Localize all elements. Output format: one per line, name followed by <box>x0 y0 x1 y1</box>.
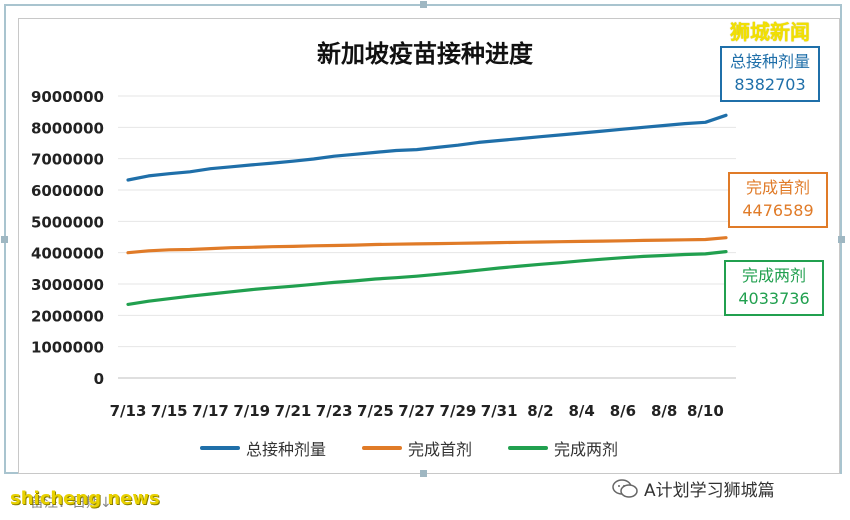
x-tick-label: 7/13 <box>110 402 147 420</box>
x-tick-label: 8/4 <box>568 402 594 420</box>
callout-second-label: 完成两剂 <box>741 266 806 285</box>
callout-second-value: 4033736 <box>738 289 810 308</box>
y-tick-label: 0 <box>94 370 104 388</box>
watermark-top: 狮城新闻 <box>730 20 810 44</box>
resize-handle-right[interactable] <box>838 236 845 243</box>
chart-frame-inner <box>18 18 840 474</box>
y-tick-label: 3000000 <box>31 276 104 294</box>
chart-frame-outer <box>4 4 842 474</box>
x-tick-label: 7/25 <box>357 402 394 420</box>
x-tick-label: 7/31 <box>481 402 518 420</box>
y-tick-label: 4000000 <box>31 245 104 263</box>
x-tick-label: 8/8 <box>651 402 677 420</box>
callout-total-value: 8382703 <box>734 75 806 94</box>
legend-swatch-second <box>508 446 549 450</box>
x-tick-label: 8/6 <box>610 402 636 420</box>
series-line-1 <box>126 236 728 255</box>
y-tick-label: 5000000 <box>31 213 104 231</box>
legend-label-total: 总接种剂量 <box>246 440 327 459</box>
callout-total-label: 总接种剂量 <box>729 52 810 71</box>
series-line-2 <box>126 250 728 306</box>
wechat-icon <box>612 478 638 499</box>
y-tick-label: 9000000 <box>31 88 104 106</box>
callout-first-value: 4476589 <box>742 201 814 220</box>
y-tick-label: 7000000 <box>31 151 104 169</box>
legend-item-first: 完成首剂 <box>362 436 472 460</box>
x-tick-label: 7/27 <box>398 402 435 420</box>
legend-label-second: 完成两剂 <box>554 440 619 459</box>
resize-handle-top[interactable] <box>420 1 427 8</box>
legend-swatch-total <box>200 446 240 450</box>
x-tick-label: 7/23 <box>316 402 353 420</box>
callout-first-dose: 完成首剂 4476589 <box>728 172 828 228</box>
chart-legend: 总接种剂量 完成首剂 完成两剂 <box>200 436 720 460</box>
legend-swatch-first <box>362 446 403 450</box>
x-tick-label: 7/19 <box>233 402 270 420</box>
wechat-account-name: A计划学习狮城篇 <box>644 481 775 501</box>
x-tick-label: 7/21 <box>275 402 312 420</box>
wechat-account: A计划学习狮城篇 <box>612 476 775 501</box>
y-tick-label: 2000000 <box>31 307 104 325</box>
series-line-0 <box>126 113 728 182</box>
chart-title: 新加坡疫苗接种进度 <box>317 40 533 68</box>
footer-note: 备注：日期↓ <box>30 495 112 511</box>
watermark-bottom: shicheng news <box>10 488 160 509</box>
callout-second-dose: 完成两剂 4033736 <box>724 260 824 316</box>
callout-first-label: 完成首剂 <box>745 178 810 197</box>
x-tick-label: 8/2 <box>527 402 553 420</box>
resize-handle-left[interactable] <box>1 236 8 243</box>
legend-label-first: 完成首剂 <box>408 440 473 459</box>
x-tick-label: 7/29 <box>440 402 477 420</box>
y-tick-label: 6000000 <box>31 182 104 200</box>
resize-handle-bottom[interactable] <box>420 470 427 477</box>
x-tick-label: 7/17 <box>192 402 229 420</box>
x-tick-label: 7/15 <box>151 402 188 420</box>
y-tick-label: 8000000 <box>31 119 104 137</box>
y-tick-label: 1000000 <box>31 339 104 357</box>
x-tick-label: 8/10 <box>687 402 724 420</box>
legend-item-total: 总接种剂量 <box>200 436 326 460</box>
callout-total-doses: 总接种剂量 8382703 <box>720 46 820 102</box>
legend-item-second: 完成两剂 <box>508 436 618 460</box>
